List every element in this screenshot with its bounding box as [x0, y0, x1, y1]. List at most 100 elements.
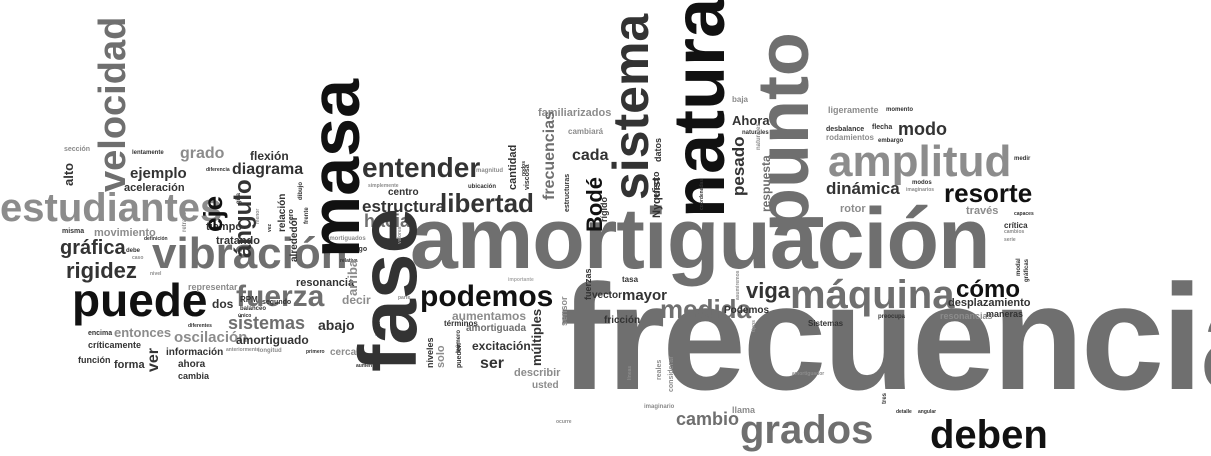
word-viga: viga: [746, 278, 791, 303]
word-ejemplo: ejemplo: [130, 165, 187, 182]
word-desplazamiento: desplazamiento: [948, 297, 1031, 309]
word-ubicacion: ubicación: [468, 184, 497, 190]
word-podemos: podemos: [420, 280, 554, 313]
word-centro: centro: [388, 187, 419, 198]
word-lineas: líneas: [627, 365, 633, 380]
word-niveles: niveles: [425, 337, 435, 368]
word-friccion: fricción: [604, 315, 641, 326]
word-Podemos: Podemos: [724, 305, 770, 316]
word-ahora-low: ahora: [178, 359, 206, 370]
word-imaginarios: imaginarios: [906, 187, 935, 193]
word-seccion: sección: [64, 146, 91, 153]
word-rigidez: rigidez: [66, 258, 137, 283]
word-medida: medida: [660, 294, 752, 324]
word-modo: modo: [898, 119, 947, 139]
word-balanceo: balanceo: [240, 306, 267, 312]
word-dos: dos: [212, 297, 234, 311]
word-cambiara: cambiará: [568, 127, 604, 136]
word-cerca: cerca: [330, 347, 357, 358]
word-cambio: cambio: [676, 409, 740, 429]
word-arriba: arriba: [345, 259, 360, 296]
word-describir: describir: [514, 367, 561, 379]
word-diferencia: diferencia: [206, 167, 230, 173]
word-ser: ser: [480, 355, 505, 372]
word-baja: baja: [732, 95, 749, 104]
word-encima: encima: [88, 330, 113, 337]
word-primero: primero: [306, 349, 325, 355]
word-estructura: estructura: [362, 197, 446, 216]
word-reales: reales: [656, 359, 663, 380]
word-misma: misma: [62, 228, 85, 235]
word-largo: largo: [350, 246, 368, 253]
word-efecto: efecto: [651, 171, 661, 198]
word-cambios: cambios: [1004, 229, 1025, 235]
word-maquina: máquina: [790, 273, 955, 317]
word-cantidad: cantidad: [507, 144, 519, 190]
word-ligeramente: ligeramente: [828, 105, 879, 115]
word-segundo: segundo: [262, 299, 292, 306]
word-velocidad: velocidad: [92, 16, 134, 192]
word-entonces: entonces: [114, 325, 172, 340]
word-Ahora: Ahora: [732, 113, 770, 128]
word-desbalance: desbalance: [826, 126, 865, 133]
word-traves: través: [966, 205, 999, 217]
word-flecha: flecha: [872, 124, 893, 131]
word-capaces: capaces: [1014, 211, 1034, 217]
word-decir: decir: [342, 293, 371, 307]
word-asumiremos: asumiremos: [735, 270, 741, 300]
word-magnitud: magnitud: [476, 168, 503, 174]
word-dinamica: dinámica: [826, 179, 900, 198]
word-puede: puede: [72, 274, 208, 326]
word-amortiguador: amortiguador: [792, 371, 825, 377]
word-vez: vez: [267, 223, 273, 232]
word-gira: gira: [236, 192, 242, 204]
word-multiples: múltiples: [529, 308, 544, 366]
word-considerar: considerar: [668, 356, 675, 392]
word-amortiguacion: amortiguación: [410, 191, 991, 287]
word-sistemas: sistemas: [228, 313, 306, 333]
word-terminos: términos: [444, 319, 478, 328]
word-debe: debe: [126, 248, 141, 254]
word-vector: vector: [592, 290, 623, 301]
word-Nyquist-h: naturales: [742, 130, 769, 136]
word-usted: usted: [532, 380, 559, 391]
word-Sistemas: Sistemas: [808, 319, 844, 328]
word-datos: datos: [653, 137, 663, 162]
word-ocurre: ocurre: [556, 419, 572, 425]
word-entender: entender: [362, 152, 481, 183]
word-imaginario: imaginario: [644, 404, 675, 410]
word-fuerza: fuerza: [236, 280, 325, 313]
word-movimiento: movimiento: [94, 227, 156, 239]
word-como: cómo: [956, 276, 1021, 303]
word-informacion: información: [166, 347, 224, 358]
word-numero: número: [456, 329, 462, 352]
word-eje: eje: [198, 195, 228, 232]
word-relacion: relación: [277, 193, 288, 232]
word-relativa: relativa: [340, 258, 358, 264]
word-definicion: definición: [144, 236, 168, 242]
word-graficas: gráficas: [1024, 258, 1030, 282]
word-cambia: cambia: [178, 371, 210, 381]
word-funcion: función: [78, 355, 111, 365]
word-deben: deben: [930, 413, 1048, 456]
word-sensor: sensor: [559, 296, 569, 326]
word-nivel: nivel: [150, 271, 162, 277]
word-resonancias: resonancias: [940, 311, 993, 321]
word-vibracion: vibración: [152, 229, 348, 278]
word-detalle: detalle: [896, 409, 912, 415]
word-caso: caso: [132, 255, 144, 261]
word-oscilacion: oscilación: [174, 329, 248, 346]
word-amortiguada: amortiguada: [466, 323, 527, 334]
word-tiempo: tiempo: [206, 221, 243, 233]
word-ver: ver: [145, 347, 162, 372]
word-nodos: nodos: [521, 161, 527, 176]
word-grado: grado: [180, 145, 225, 162]
word-modal: modal: [1016, 258, 1022, 276]
word-importante: importante: [508, 277, 534, 283]
word-menor: menor: [255, 208, 261, 224]
word-angulo: ángulo: [230, 179, 257, 258]
word-grafica: gráfica: [60, 237, 126, 259]
word-rodamientos: rodamientos: [826, 133, 875, 142]
word-amortiguados: amortiguados: [326, 236, 366, 242]
